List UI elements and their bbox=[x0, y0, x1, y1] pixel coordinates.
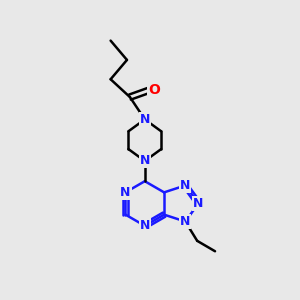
Text: N: N bbox=[120, 186, 131, 199]
Text: N: N bbox=[140, 154, 150, 167]
Text: N: N bbox=[180, 179, 190, 192]
Text: O: O bbox=[148, 83, 160, 97]
Text: N: N bbox=[140, 113, 150, 126]
Text: N: N bbox=[193, 197, 204, 210]
Text: N: N bbox=[180, 215, 190, 228]
Text: N: N bbox=[140, 219, 150, 232]
